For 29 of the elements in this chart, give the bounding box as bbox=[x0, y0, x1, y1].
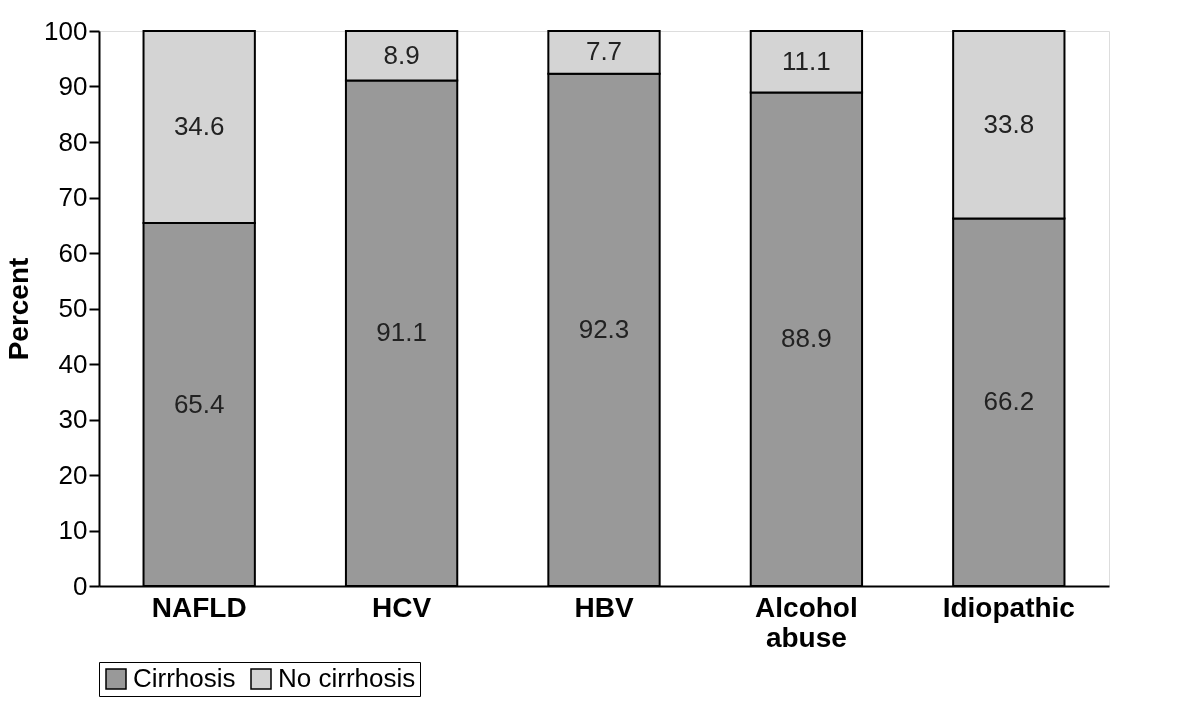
data-label: 11.1 bbox=[782, 45, 831, 76]
x-tick-label: NAFLD bbox=[151, 591, 247, 623]
data-label: 8.9 bbox=[383, 39, 420, 70]
y-tick-label: 0 bbox=[73, 570, 88, 601]
data-label: 88.9 bbox=[781, 323, 832, 354]
data-label: 65.4 bbox=[173, 388, 225, 419]
y-tick-label: 80 bbox=[58, 126, 88, 157]
data-label: 34.6 bbox=[173, 111, 225, 142]
x-tick-label: HBV bbox=[574, 591, 634, 623]
y-tick-label: 10 bbox=[58, 515, 88, 545]
data-label: 7.7 bbox=[585, 36, 623, 67]
y-tick-label: 50 bbox=[58, 293, 88, 323]
x-tick-label: Alcohol abuse bbox=[755, 591, 858, 653]
data-label: 66.2 bbox=[983, 386, 1035, 417]
legend-label: Cirrhosis bbox=[133, 663, 236, 693]
y-tick-label: 90 bbox=[58, 71, 88, 101]
y-tick-label: 20 bbox=[58, 459, 88, 490]
data-label: 91.1 bbox=[376, 317, 427, 348]
y-tick-label: 70 bbox=[58, 182, 88, 212]
x-tick-label: Idiopathic bbox=[942, 591, 1075, 623]
y-axis-title: Percent bbox=[3, 257, 35, 361]
data-label: 33.8 bbox=[983, 108, 1035, 139]
y-tick-label: 40 bbox=[58, 348, 88, 379]
data-label: 92.3 bbox=[578, 313, 630, 344]
y-tick-label: 100 bbox=[44, 15, 88, 46]
y-tick-label: 60 bbox=[58, 237, 88, 268]
x-tick-label: HCV bbox=[372, 591, 432, 623]
y-tick-label: 30 bbox=[58, 404, 88, 434]
legend-label: No cirrhosis bbox=[278, 663, 416, 693]
